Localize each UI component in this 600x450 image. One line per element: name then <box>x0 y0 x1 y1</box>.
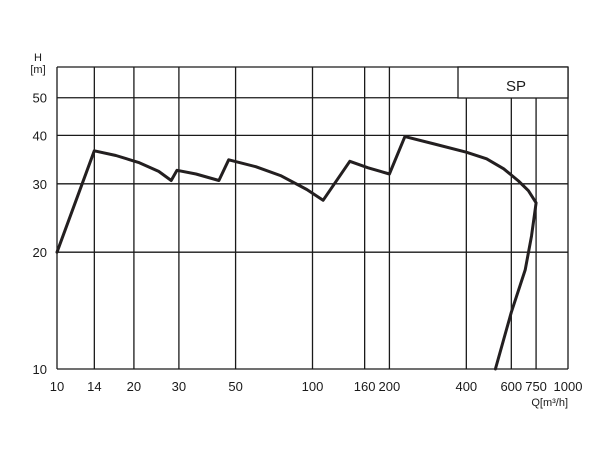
data-point <box>305 188 308 191</box>
x-tick-label: 200 <box>379 379 401 394</box>
data-point <box>176 169 179 172</box>
data-point <box>535 201 538 204</box>
y-tick-label: 40 <box>33 128 47 143</box>
data-point <box>502 167 505 170</box>
x-tick-label: 100 <box>302 379 324 394</box>
legend: SP <box>457 66 569 99</box>
data-point <box>517 180 520 183</box>
data-point <box>93 149 96 152</box>
x-tick-label: 14 <box>87 379 101 394</box>
data-point <box>56 251 59 254</box>
data-point <box>195 173 198 176</box>
data-point <box>279 174 282 177</box>
data-point <box>157 170 160 173</box>
data-point <box>494 368 497 371</box>
x-axis-label: Q[m³/h] <box>531 397 568 409</box>
data-point <box>527 189 530 192</box>
data-point <box>114 154 117 157</box>
x-tick-label: 160 <box>354 379 376 394</box>
x-tick-label: 10 <box>50 379 64 394</box>
y-axis-unit: [m] <box>30 64 45 76</box>
x-tick-label: 1000 <box>554 379 583 394</box>
data-point <box>388 173 391 176</box>
data-point <box>227 158 230 161</box>
x-tick-label: 600 <box>500 379 522 394</box>
data-point <box>254 165 257 168</box>
grid <box>56 66 569 370</box>
x-tick-label: 30 <box>172 379 186 394</box>
y-tick-label: 30 <box>33 177 47 192</box>
data-point <box>217 179 220 182</box>
data-point <box>138 161 141 164</box>
x-tick-label: 400 <box>455 379 477 394</box>
data-point <box>510 311 513 314</box>
y-tick-labels: 10 20 30 40 50 <box>33 91 47 377</box>
data-point <box>170 179 173 182</box>
data-point <box>465 151 468 154</box>
x-tick-label: 20 <box>127 379 141 394</box>
data-point <box>530 235 533 238</box>
data-point <box>322 199 325 202</box>
x-tick-label: 50 <box>228 379 242 394</box>
data-point <box>485 157 488 160</box>
data-point <box>403 135 406 138</box>
legend-box <box>457 66 569 99</box>
data-point <box>433 143 436 146</box>
data-point <box>348 160 351 163</box>
x-tick-label: 750 <box>525 379 547 394</box>
legend-label: SP <box>506 78 526 95</box>
data-point <box>367 166 370 169</box>
x-tick-labels: 10 14 20 30 50 100 160 200 400 600 750 1000 <box>50 379 583 394</box>
y-tick-label: 20 <box>33 245 47 260</box>
y-tick-label: 10 <box>33 362 47 377</box>
series-line <box>55 135 538 371</box>
y-tick-label: 50 <box>33 91 47 106</box>
data-point <box>524 268 527 271</box>
y-axis-label: H <box>34 52 42 64</box>
